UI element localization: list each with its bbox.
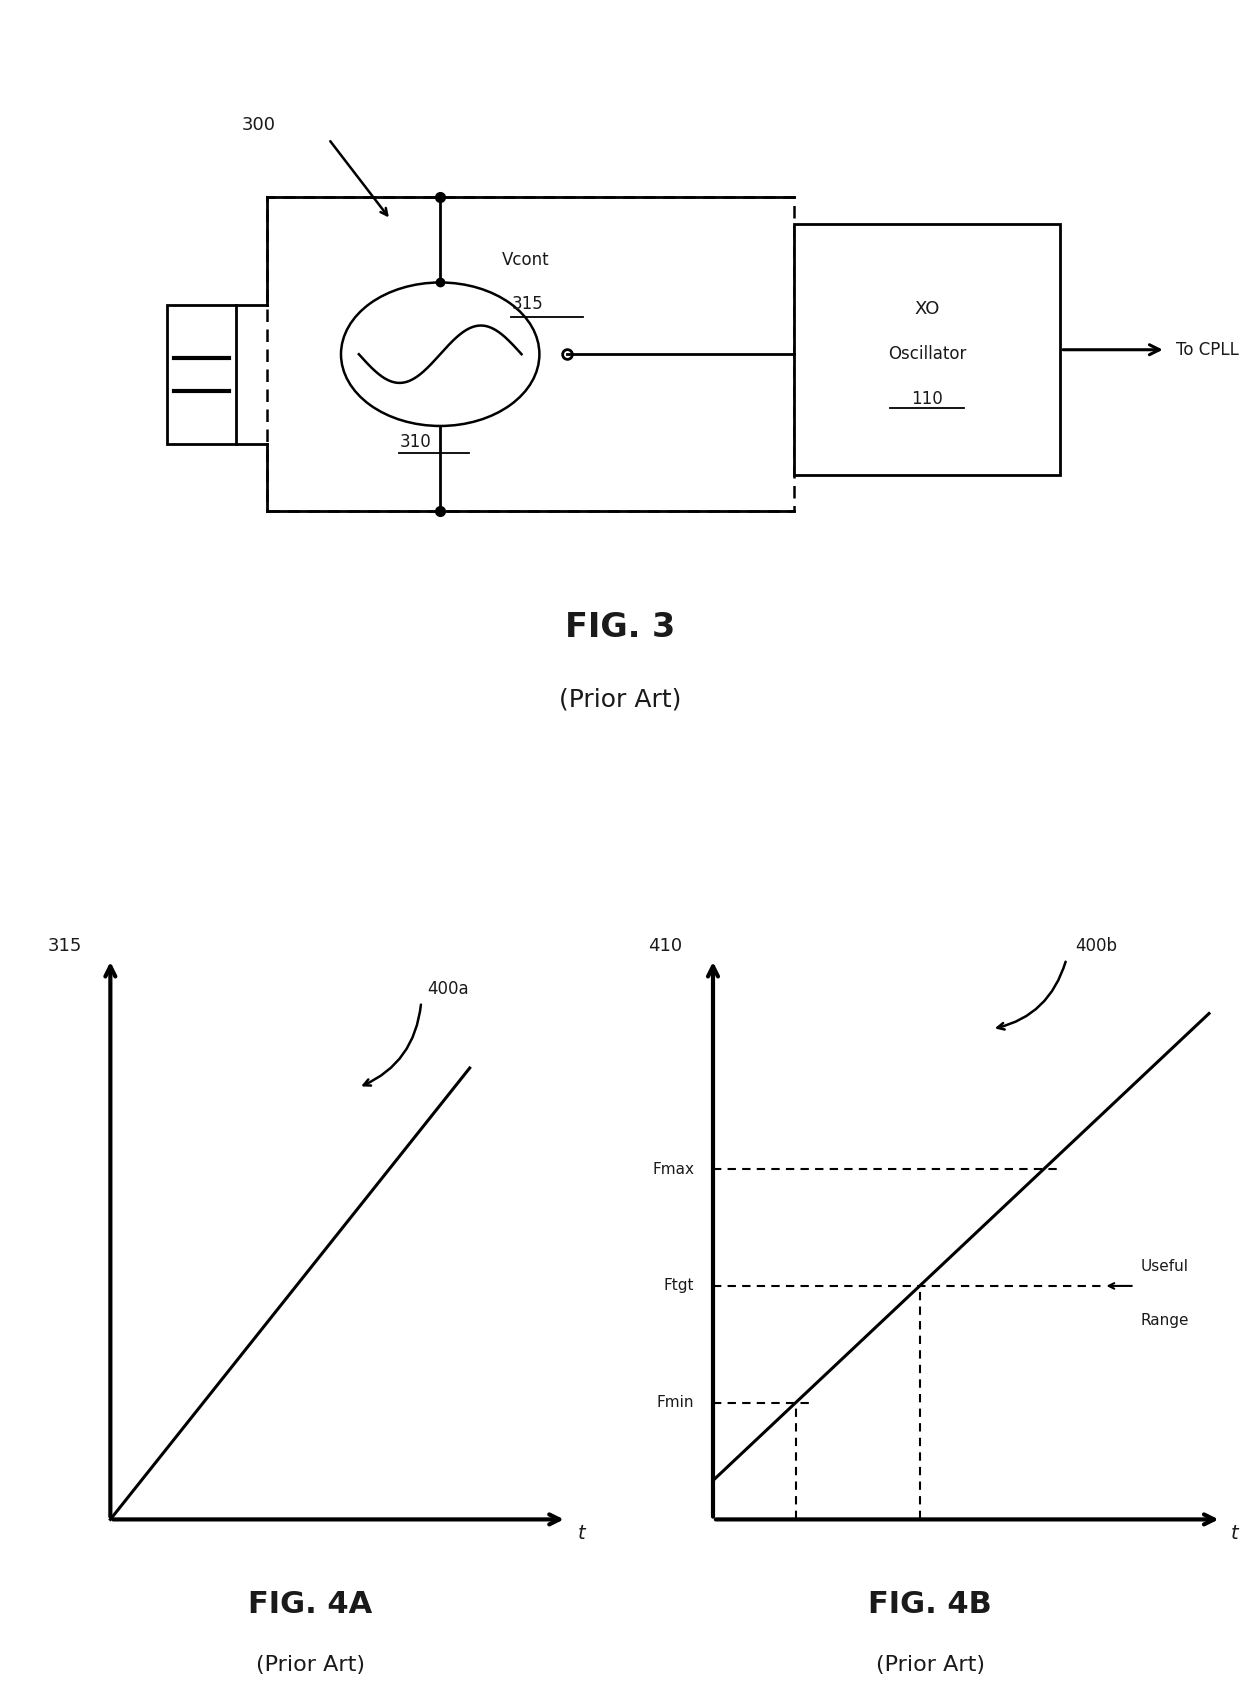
FancyBboxPatch shape (167, 305, 236, 443)
FancyBboxPatch shape (267, 198, 794, 511)
Text: FIG. 4B: FIG. 4B (868, 1590, 992, 1619)
Text: FIG. 4A: FIG. 4A (248, 1590, 372, 1619)
Text: 400a: 400a (427, 980, 469, 998)
Text: 315: 315 (47, 937, 82, 956)
Text: 110: 110 (911, 391, 942, 408)
Text: t: t (1230, 1524, 1239, 1543)
Text: Fmax: Fmax (652, 1162, 694, 1176)
Text: t: t (578, 1524, 585, 1543)
Text: 300: 300 (242, 117, 275, 134)
Text: 315: 315 (512, 296, 544, 313)
Text: 400b: 400b (1076, 937, 1117, 956)
Text: Vcont: Vcont (502, 250, 549, 269)
FancyBboxPatch shape (794, 223, 1060, 475)
Text: 410: 410 (647, 937, 682, 956)
Text: Useful: Useful (1141, 1259, 1189, 1274)
Text: To CPLL: To CPLL (1176, 340, 1239, 359)
Text: Fmin: Fmin (657, 1396, 694, 1409)
Text: (Prior Art): (Prior Art) (875, 1655, 985, 1675)
Text: XO: XO (914, 301, 940, 318)
Text: FIG. 3: FIG. 3 (565, 611, 675, 645)
Text: Ftgt: Ftgt (663, 1279, 694, 1293)
Text: (Prior Art): (Prior Art) (559, 687, 681, 711)
Text: Oscillator: Oscillator (888, 345, 966, 364)
Text: (Prior Art): (Prior Art) (255, 1655, 365, 1675)
Text: 310: 310 (399, 433, 432, 450)
Text: Range: Range (1141, 1313, 1189, 1328)
